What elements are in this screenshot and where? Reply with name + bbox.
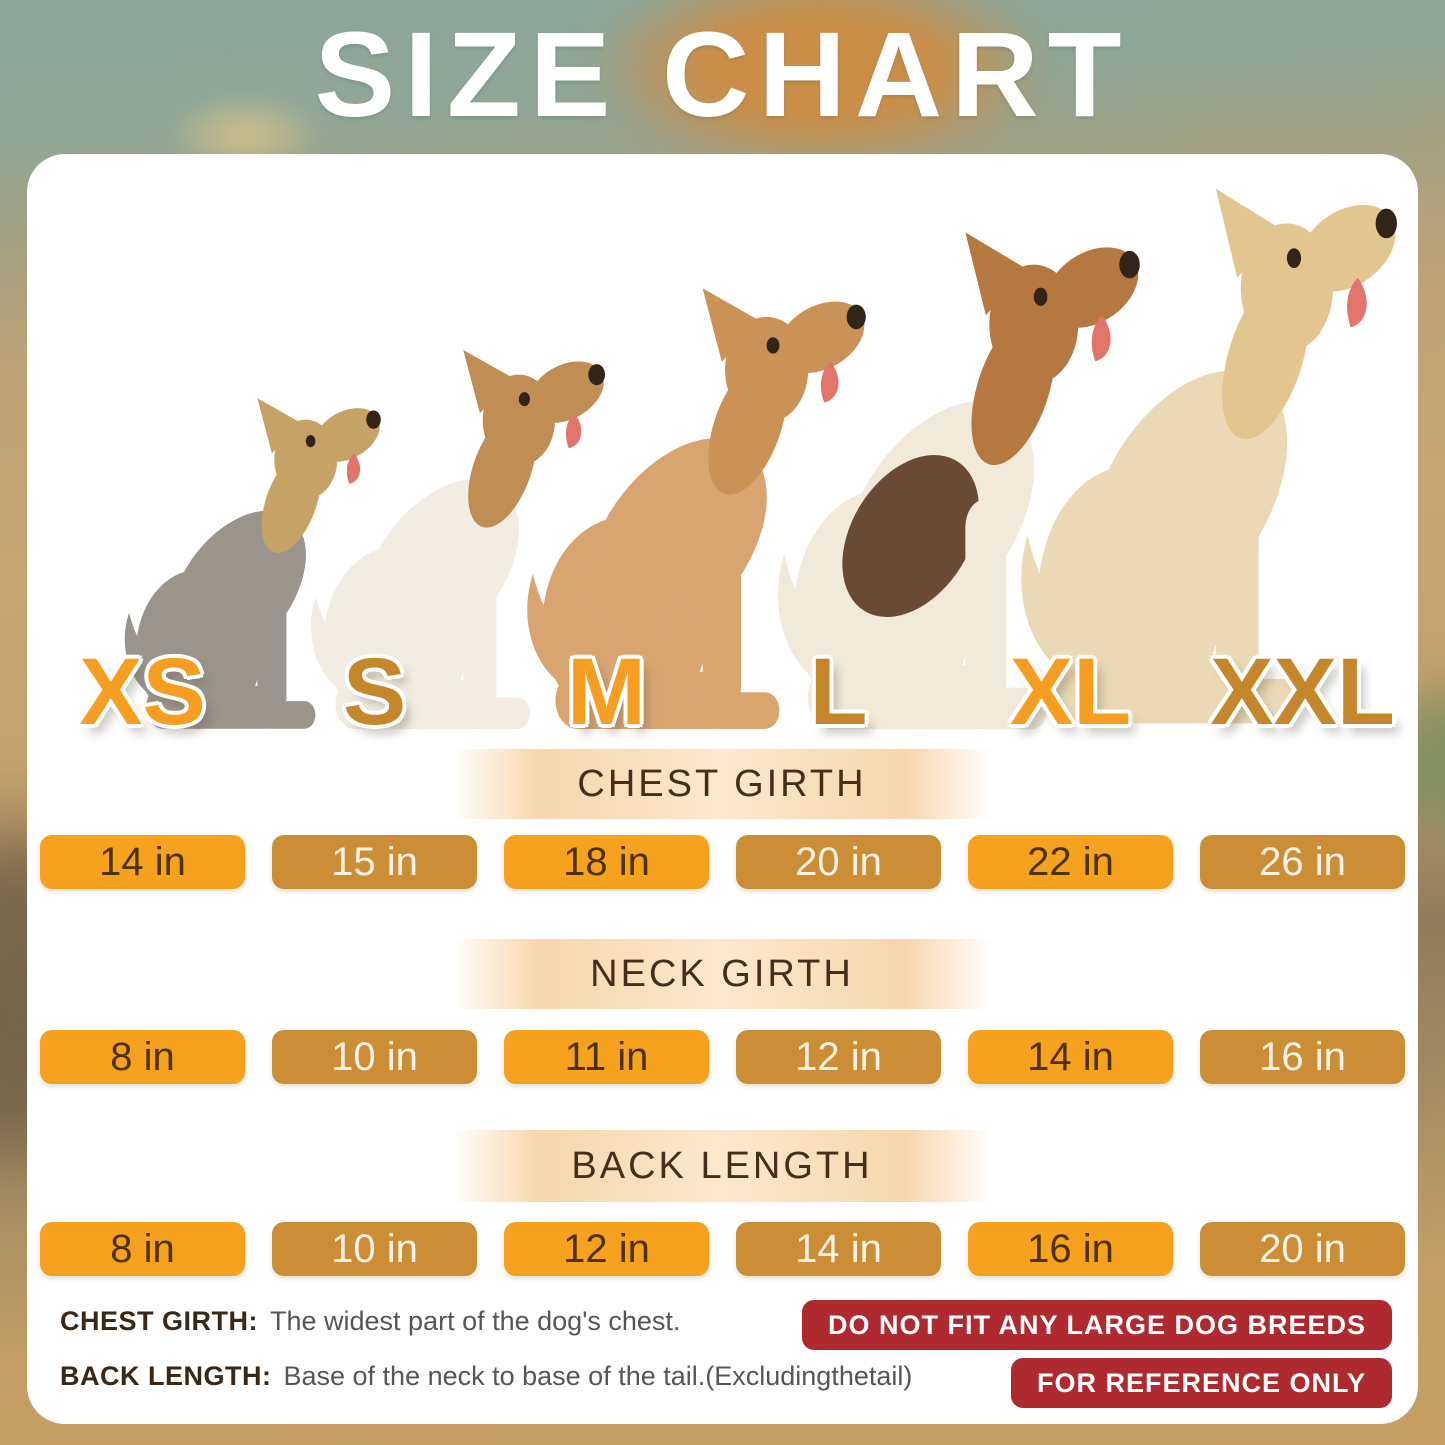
warning-badge-large-breeds: DO NOT FIT ANY LARGE DOG BREEDS (801, 1300, 1392, 1350)
note-chest-girth: CHEST GIRTH: The widest part of the dog's… (60, 1306, 912, 1337)
size-chart-card: XS S M L XL XXL CHEST GIRTH 14 in 15 in … (27, 154, 1418, 1424)
section-header-back-length: BACK LENGTH (452, 1130, 992, 1202)
size-label-m: M (566, 639, 647, 745)
size-label-s: S (342, 639, 407, 745)
section-title: NECK GIRTH (590, 952, 854, 995)
size-value-pill: 22 in (968, 835, 1173, 889)
neck-girth-values-row: 8 in 10 in 11 in 12 in 14 in 16 in (40, 1030, 1405, 1084)
size-value-pill: 8 in (40, 1222, 245, 1276)
size-labels-row: XS S M L XL XXL (40, 642, 1405, 742)
size-value-pill: 10 in (272, 1030, 477, 1084)
size-value-pill: 14 in (968, 1030, 1173, 1084)
size-value-pill: 14 in (736, 1222, 941, 1276)
size-value-pill: 15 in (272, 835, 477, 889)
note-label: CHEST GIRTH: (60, 1306, 258, 1336)
section-title: BACK LENGTH (571, 1144, 873, 1187)
note-back-length: BACK LENGTH: Base of the neck to base of … (60, 1361, 912, 1392)
chest-girth-values-row: 14 in 15 in 18 in 20 in 22 in 26 in (40, 835, 1405, 889)
back-length-values-row: 8 in 10 in 12 in 14 in 16 in 20 in (40, 1222, 1405, 1276)
size-value-pill: 26 in (1200, 835, 1405, 889)
section-title: CHEST GIRTH (577, 762, 867, 805)
size-value-pill: 20 in (736, 835, 941, 889)
size-value-pill: 14 in (40, 835, 245, 889)
size-value-pill: 20 in (1200, 1222, 1405, 1276)
note-label: BACK LENGTH: (60, 1361, 272, 1391)
note-text: Base of the neck to base of the tail.(Ex… (283, 1361, 913, 1391)
note-text: The widest part of the dog's chest. (270, 1306, 681, 1336)
measurement-notes: CHEST GIRTH: The widest part of the dog's… (60, 1306, 912, 1416)
warning-badge-reference-only: FOR REFERENCE ONLY (1010, 1358, 1392, 1408)
size-label-xxl: XXL (1210, 639, 1395, 745)
size-value-pill: 16 in (968, 1222, 1173, 1276)
page-title: SIZE CHART (314, 6, 1131, 142)
size-value-pill: 12 in (504, 1222, 709, 1276)
size-value-pill: 10 in (272, 1222, 477, 1276)
size-label-xs: XS (79, 639, 206, 745)
size-label-xl: XL (1009, 639, 1132, 745)
size-value-pill: 8 in (40, 1030, 245, 1084)
size-value-pill: 18 in (504, 835, 709, 889)
section-header-neck-girth: NECK GIRTH (452, 939, 992, 1009)
size-value-pill: 12 in (736, 1030, 941, 1084)
size-label-l: L (809, 639, 868, 745)
size-value-pill: 11 in (504, 1030, 709, 1084)
section-header-chest-girth: CHEST GIRTH (452, 749, 992, 819)
size-value-pill: 16 in (1200, 1030, 1405, 1084)
